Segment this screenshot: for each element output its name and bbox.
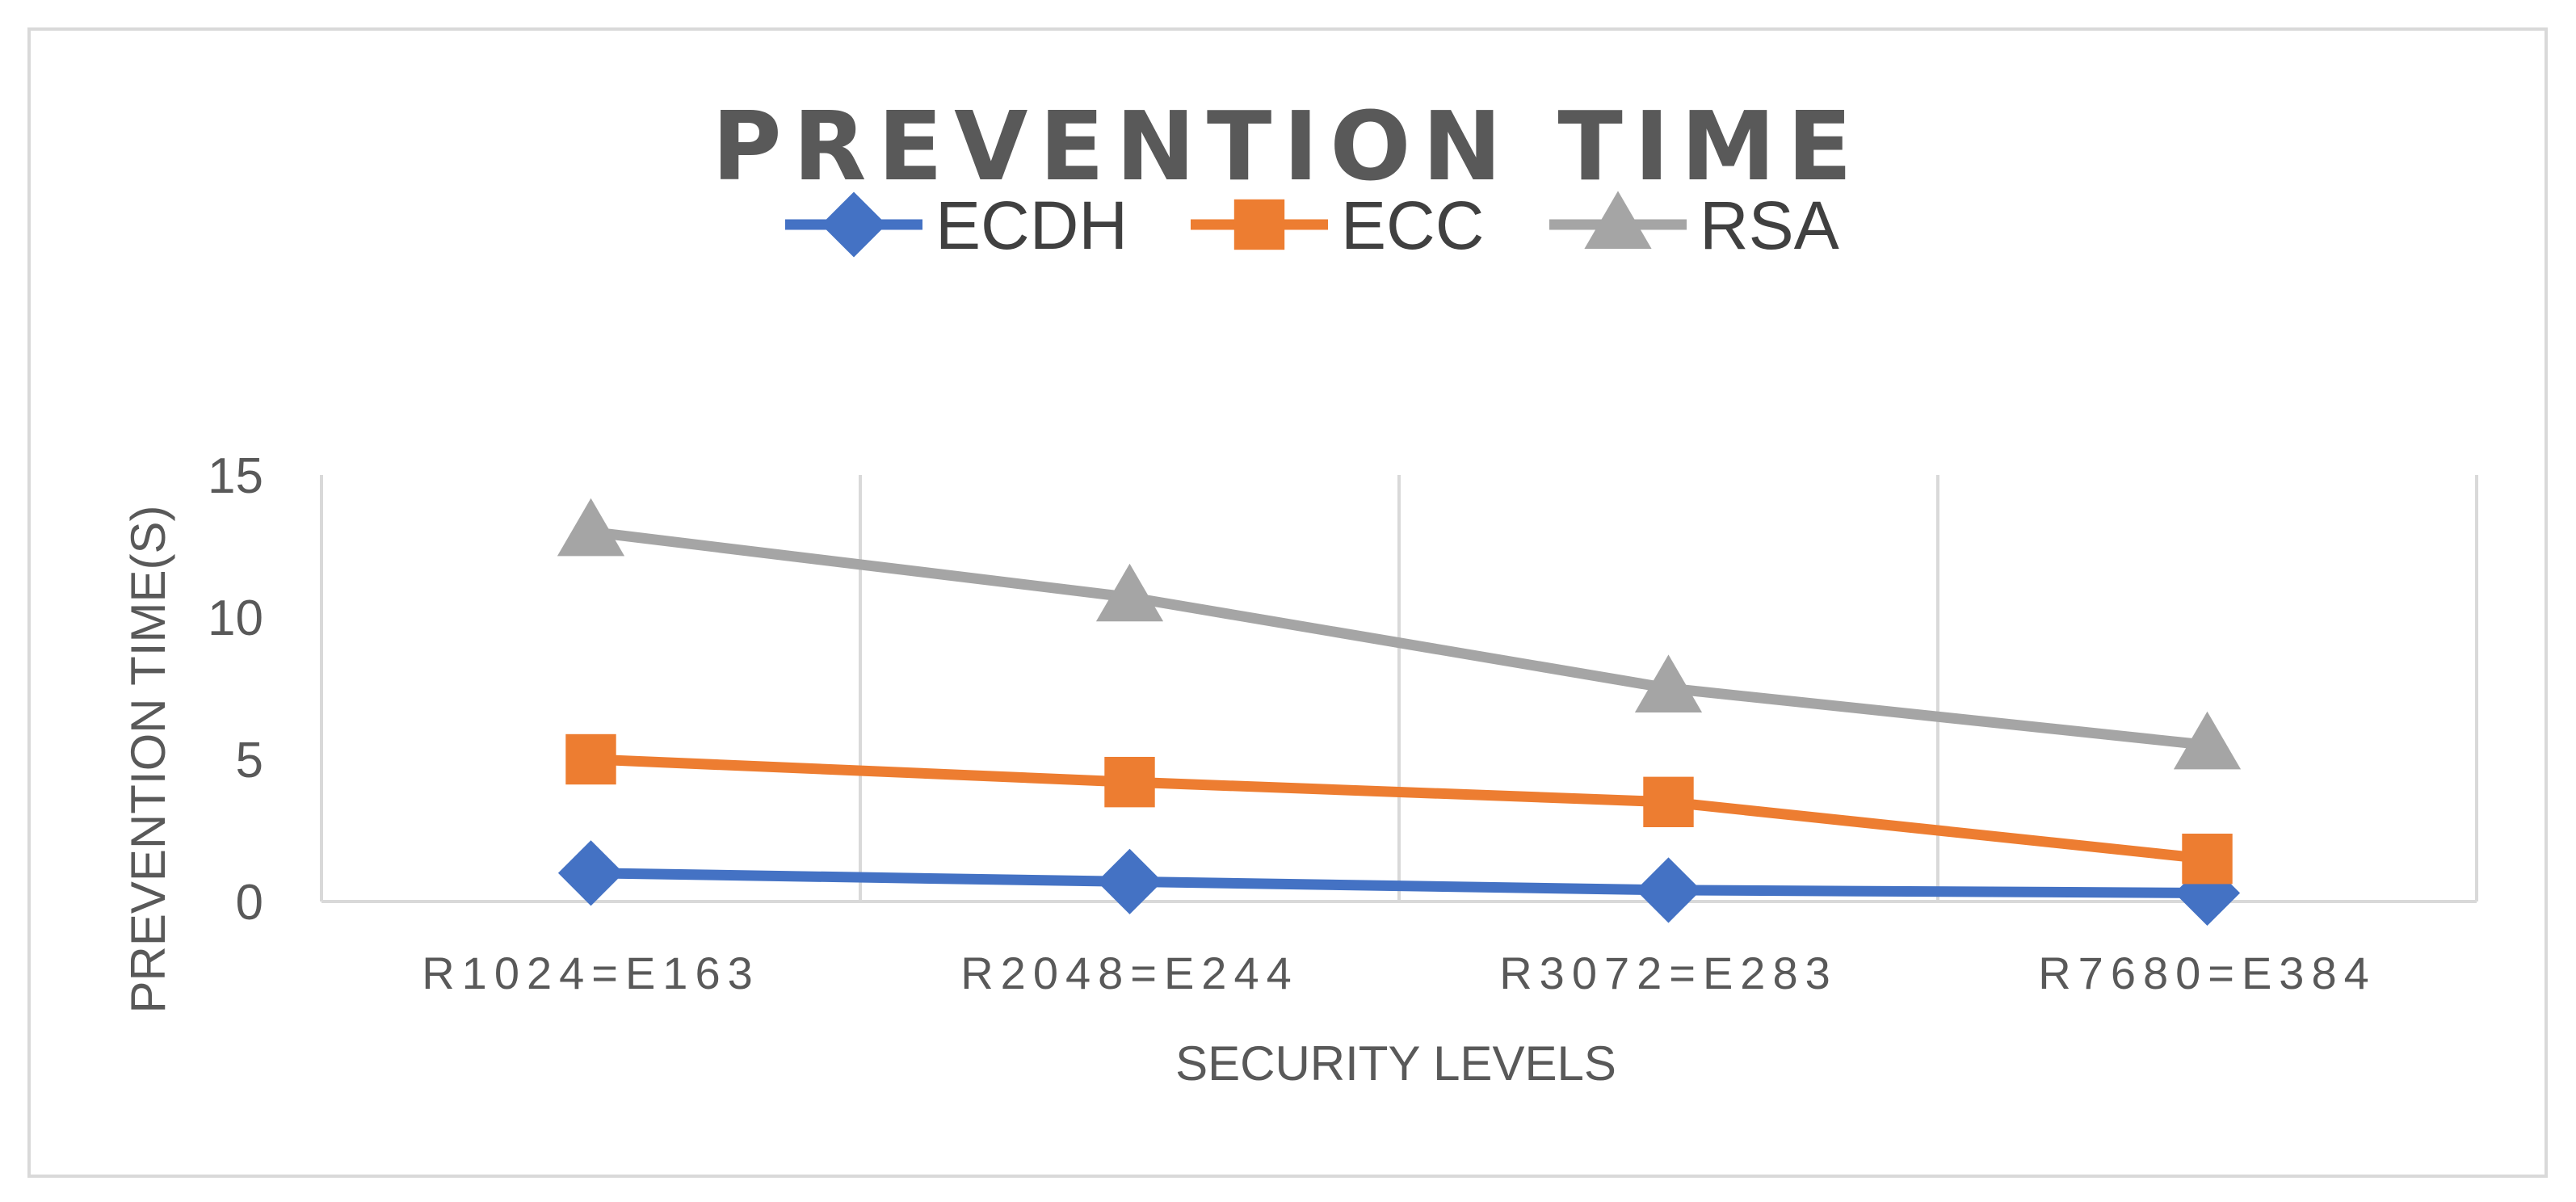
series-line	[590, 754, 2208, 864]
data-point-marker	[1643, 776, 1694, 827]
data-point-marker	[1634, 654, 1703, 712]
series-layer	[557, 498, 2242, 926]
series-rsa	[557, 498, 2242, 770]
series-line	[590, 526, 2208, 750]
y-tick-label: 0	[236, 875, 263, 931]
x-axis-ticks: R1024=E163 R2048=E244 R3072=E283 R7680=E384	[422, 948, 2376, 998]
gridlines	[320, 475, 2478, 903]
data-point-marker	[565, 733, 616, 785]
chart-frame	[27, 27, 2548, 1178]
y-tick-label: 15	[208, 448, 263, 504]
legend-item-ecdh: ECDH	[785, 187, 1128, 263]
x-axis-title: SECURITY LEVELS	[1175, 1036, 1616, 1091]
series-ecc	[565, 733, 2233, 885]
legend-marker	[1584, 191, 1652, 249]
legend-marker	[1233, 199, 1285, 250]
data-point-marker	[557, 840, 624, 906]
legend: ECDH ECC RSA	[785, 187, 1839, 263]
x-tick-label: R1024=E163	[422, 948, 760, 998]
legend-label: ECC	[1341, 187, 1484, 263]
y-axis-ticks: 0 5 10 15	[208, 448, 263, 931]
x-tick-label: R2048=E244	[960, 948, 1299, 998]
data-point-marker	[1635, 857, 1702, 923]
y-tick-label: 10	[208, 590, 263, 646]
x-tick-label: R7680=E384	[2038, 948, 2376, 998]
x-tick-label: R3072=E283	[1499, 948, 1838, 998]
data-point-marker	[1095, 563, 1164, 622]
legend-item-ecc: ECC	[1191, 187, 1484, 263]
data-point-marker	[1104, 756, 1155, 808]
y-axis-title: PREVENTION TIME(S)	[121, 506, 175, 1014]
legend-item-rsa: RSA	[1549, 187, 1839, 263]
chart-title: PREVENTION TIME	[712, 90, 1864, 202]
data-point-marker	[2182, 834, 2233, 885]
legend-label: ECDH	[935, 187, 1128, 263]
data-point-marker	[557, 498, 625, 557]
series-line	[590, 868, 2208, 898]
legend-marker	[821, 191, 887, 258]
legend-label: RSA	[1700, 187, 1839, 263]
data-point-marker	[2173, 711, 2242, 770]
y-tick-label: 5	[236, 733, 263, 788]
data-point-marker	[1096, 848, 1163, 914]
